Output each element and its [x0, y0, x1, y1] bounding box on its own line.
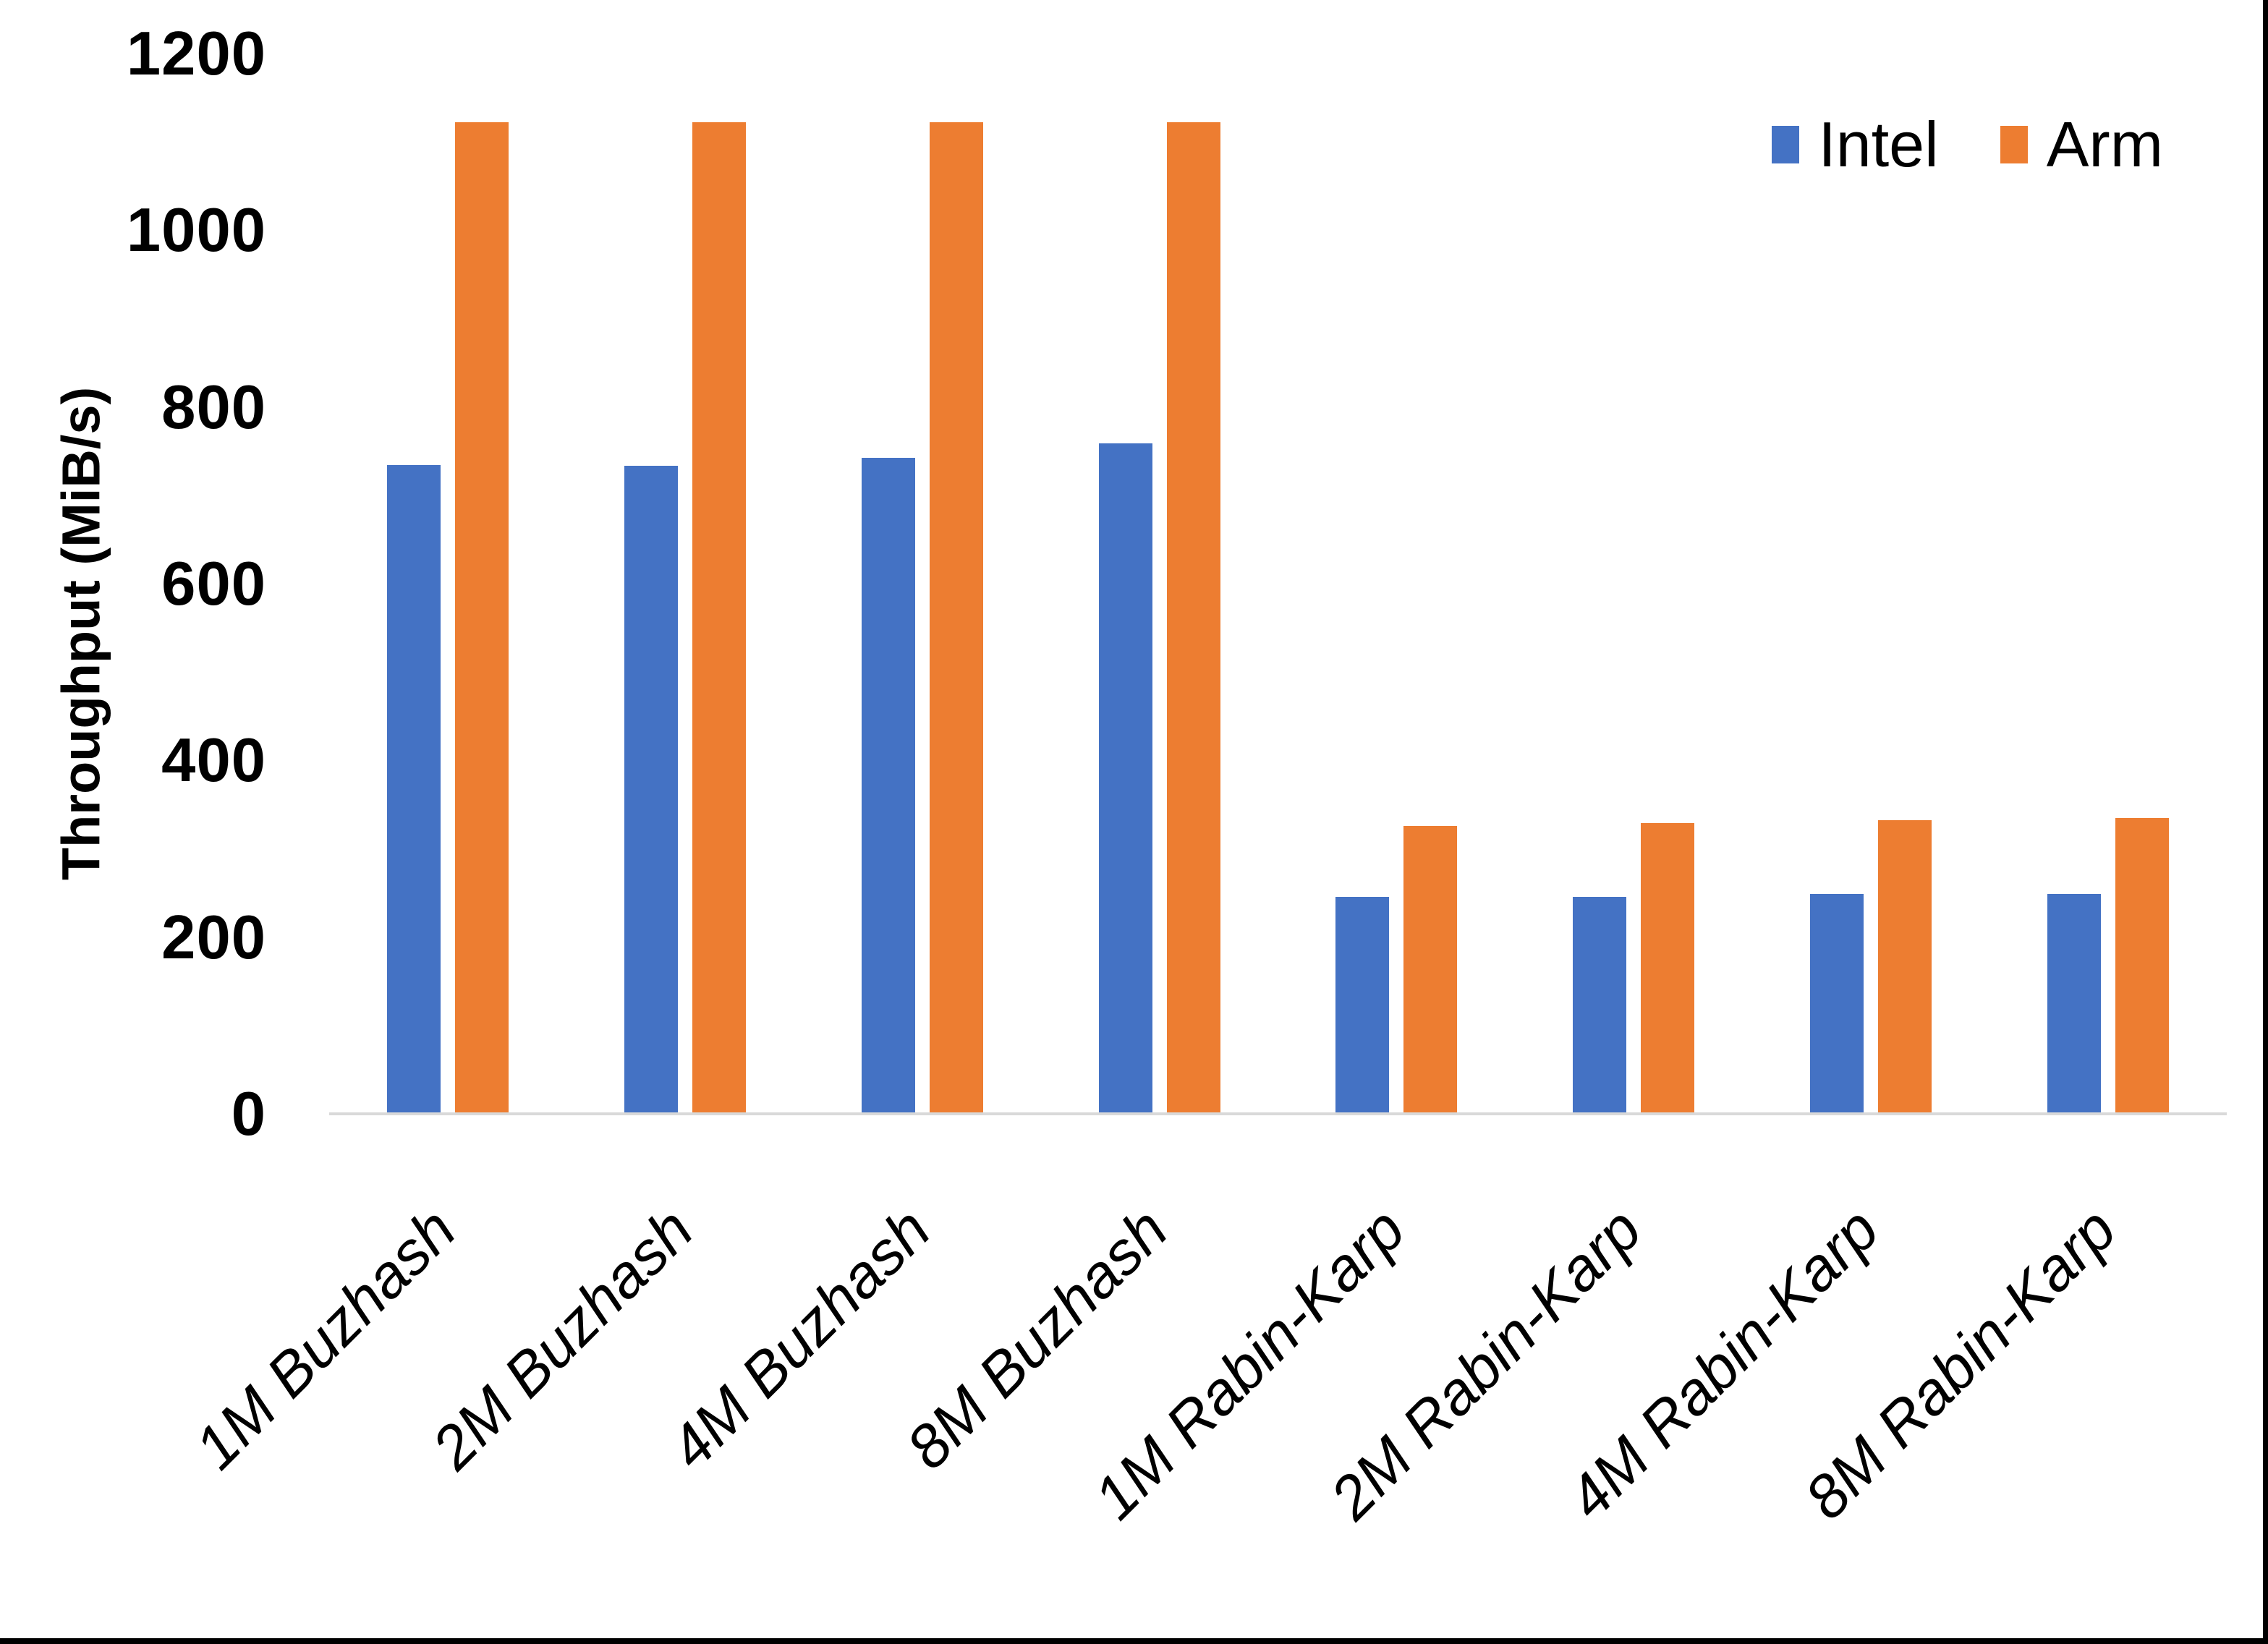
y-tick-label: 1000	[126, 196, 266, 265]
bar-arm-2m-buzhash	[692, 122, 746, 1115]
bar-intel-2m-buzhash	[624, 466, 678, 1115]
bar-arm-8m-rabin-karp	[2115, 817, 2170, 1115]
legend-item-intel: Intel	[1772, 108, 1939, 181]
screen-edge-right	[2263, 0, 2268, 1644]
x-axis-line	[329, 1112, 2227, 1115]
legend-label-intel: Intel	[1818, 108, 1939, 180]
bar-intel-1m-rabin-karp	[1335, 897, 1390, 1115]
y-axis-title: Throughput (MiB/s)	[51, 386, 111, 881]
y-tick-label: 800	[161, 372, 266, 442]
legend-swatch-intel	[1772, 126, 1800, 163]
y-tick-label: 400	[161, 726, 266, 796]
legend-item-arm: Arm	[2000, 108, 2163, 181]
legend-label-arm: Arm	[2046, 108, 2163, 180]
y-tick-label: 0	[231, 1080, 266, 1149]
y-tick-label: 1200	[126, 20, 266, 88]
bar-arm-1m-rabin-karp	[1403, 825, 1458, 1115]
bar-intel-1m-buzhash	[386, 465, 441, 1115]
bar-arm-1m-buzhash	[454, 122, 509, 1115]
y-tick-label: 200	[161, 903, 266, 972]
y-tick-label: 600	[161, 550, 266, 618]
bar-intel-8m-rabin-karp	[2047, 893, 2102, 1115]
bar-intel-2m-rabin-karp	[1573, 897, 1627, 1115]
legend-swatch-arm	[2000, 126, 2028, 163]
bar-arm-4m-buzhash	[929, 122, 983, 1115]
bar-arm-2m-rabin-karp	[1641, 822, 1695, 1115]
legend: Intel Arm	[1772, 108, 2163, 181]
screen-edge-bottom	[0, 1638, 2268, 1644]
bar-intel-4m-rabin-karp	[1810, 893, 1864, 1115]
bar-intel-8m-buzhash	[1098, 443, 1152, 1115]
bar-intel-4m-buzhash	[861, 458, 915, 1115]
bar-arm-8m-buzhash	[1166, 122, 1220, 1115]
bar-arm-4m-rabin-karp	[1878, 820, 1932, 1115]
